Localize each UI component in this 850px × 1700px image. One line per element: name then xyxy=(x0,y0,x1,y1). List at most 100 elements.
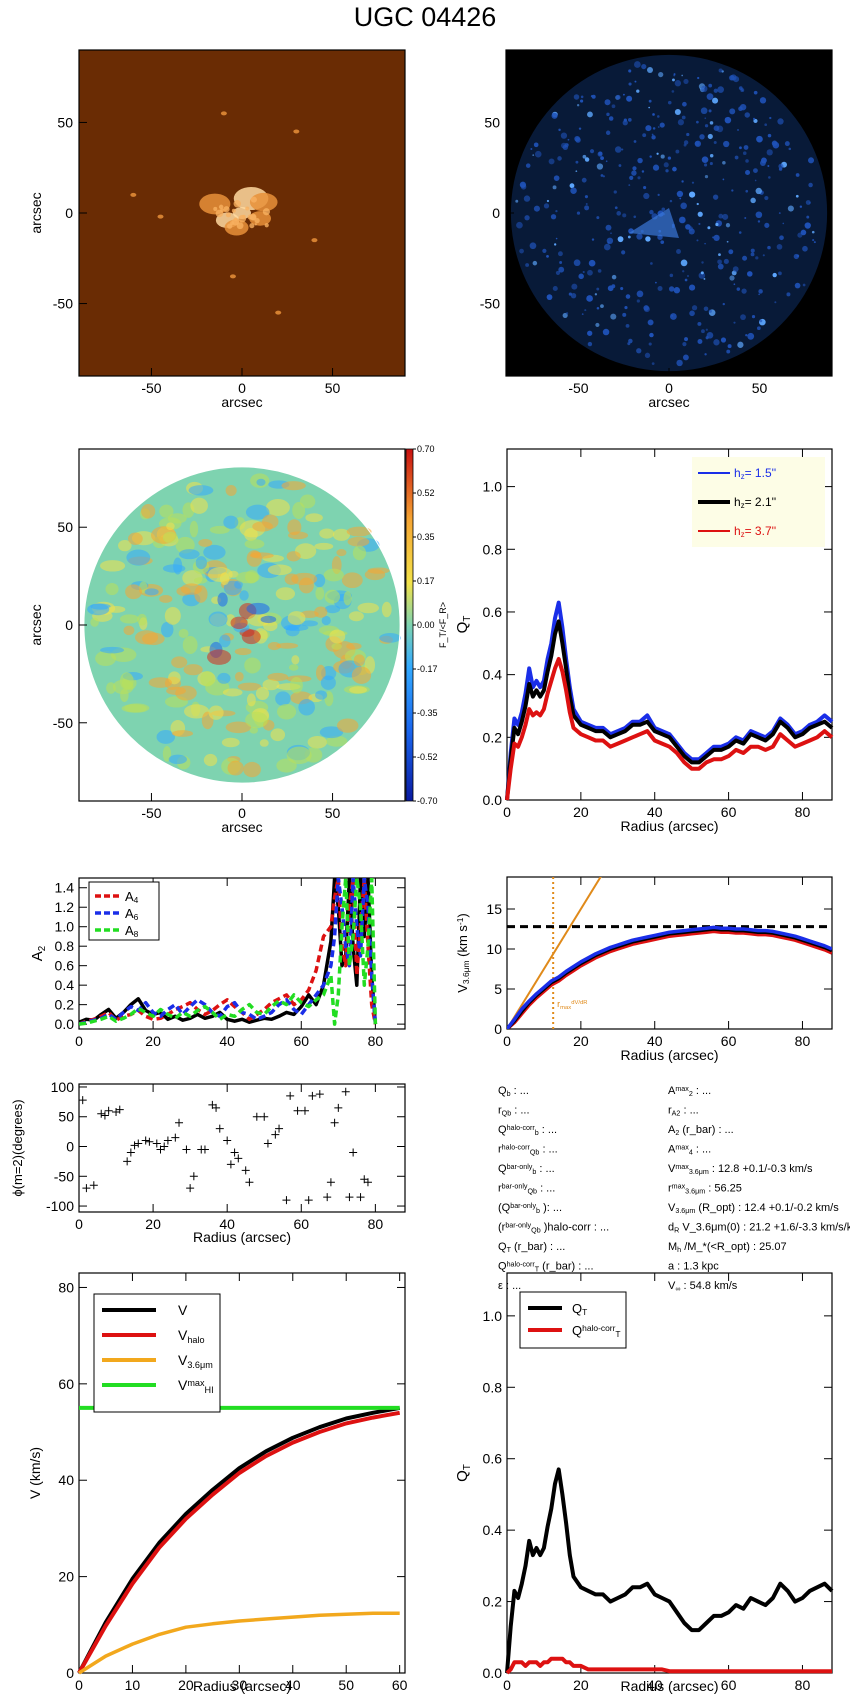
y-tick-label: 0.8 xyxy=(483,541,503,557)
stats-row: Mh /M_*(<R_opt) : 25.07 xyxy=(668,1241,787,1254)
y-tick-label: 0 xyxy=(66,1665,74,1681)
x-tick-label: 60 xyxy=(721,1677,737,1693)
v36-series-line xyxy=(507,925,832,1029)
stats-row: rmax3.6μm : 56.25 xyxy=(668,1182,742,1195)
phase-point xyxy=(349,1148,358,1157)
am-series-line xyxy=(79,878,378,1026)
y-axis-label: arcsec xyxy=(28,192,44,233)
y-tick-label: 50 xyxy=(484,114,500,130)
stats-row: V3.6μm (R_opt) : 12.4 +0.1/-0.2 km/s xyxy=(668,1202,839,1215)
colorbar-tick-label: 0.17 xyxy=(417,576,435,586)
y-tick-label: -100 xyxy=(46,1198,74,1214)
x-tick-label: 0 xyxy=(238,805,246,821)
colorbar-tick-label: -0.17 xyxy=(417,664,438,674)
y-axis-label: V3.6μm (km s-1) xyxy=(455,913,471,993)
y-tick-label: 5 xyxy=(494,981,502,997)
y-tick-label: 0.8 xyxy=(483,1379,503,1395)
x-tick-label: 0 xyxy=(75,1216,83,1232)
phase-point xyxy=(200,1145,209,1154)
y-tick-label: 1.0 xyxy=(55,919,75,935)
stats-row: Vmax3.6μm : 12.8 +0.1/-0.3 km/s xyxy=(668,1163,813,1176)
phase-point xyxy=(141,1136,150,1145)
stats-row: Qhalo-corrb : ... xyxy=(498,1124,557,1137)
colorbar: 0.70 0.52 0.35 0.17 0.00 -0.17 -0.35 -0.52 -0.70… xyxy=(405,444,448,806)
y-tick-label: -50 xyxy=(53,296,73,312)
y-tick-label: 0 xyxy=(65,205,73,221)
phase-point xyxy=(130,1141,139,1150)
legend-entry: QT xyxy=(572,1301,587,1317)
x-tick-label: 40 xyxy=(285,1677,301,1693)
stats-row: Qb : ... xyxy=(498,1085,529,1098)
x-tick-label: 0 xyxy=(75,1033,83,1049)
qt-series-line xyxy=(505,600,834,801)
inner-slope-line xyxy=(507,877,602,1029)
x-tick-label: 40 xyxy=(647,1033,663,1049)
x-tick-label: 20 xyxy=(178,1677,194,1693)
x-tick-label: 60 xyxy=(721,1033,737,1049)
phase-point xyxy=(152,1139,161,1148)
x-axis-label: Radius (arcsec) xyxy=(620,1047,718,1063)
stats-row: A2 (r_bar) : ... xyxy=(668,1124,734,1137)
phase-point xyxy=(189,1172,198,1181)
rotation-series-line xyxy=(78,1611,400,1675)
y-axis-label: QT xyxy=(454,616,473,634)
x-tick-label: 50 xyxy=(752,380,768,396)
phase-point xyxy=(223,1136,232,1145)
phase-point xyxy=(330,1118,339,1127)
phase-point xyxy=(260,1112,269,1121)
x-tick-label: 80 xyxy=(795,1677,811,1693)
x-axis-label: Radius (arcsec) xyxy=(620,818,718,834)
x-tick-label: 20 xyxy=(573,1033,589,1049)
x-axis-label: Radius (arcsec) xyxy=(193,1678,291,1694)
y-tick-label: 0 xyxy=(65,617,73,633)
x-tick-label: -50 xyxy=(141,805,161,821)
phase-point xyxy=(282,1196,291,1205)
v36-panel: 0 20 40 60 80 0 5 10 15 rmaxdV/dR Radius (arcsec) V… xyxy=(455,876,833,1063)
y-tick-label: -50 xyxy=(54,1168,74,1184)
legend-entry: A6 xyxy=(125,906,139,922)
y-tick-label: -50 xyxy=(53,715,73,731)
qt-series-line xyxy=(505,619,834,801)
am-panel: 0 20 40 60 80 0.0 0.2 0.4 0.6 0.8 1.0 1.2 1.4 A2 A4A6A… xyxy=(29,877,406,1049)
colorbar-tick-label: 0.35 xyxy=(417,532,435,542)
y-tick-label: 0.2 xyxy=(483,1594,503,1610)
stats-row: rQb : ... xyxy=(498,1105,530,1118)
rmax-label: rmaxdV/dR xyxy=(557,999,587,1011)
y-tick-label: 50 xyxy=(57,114,73,130)
x-tick-label: 80 xyxy=(795,1033,811,1049)
y-tick-label: 0.6 xyxy=(483,604,503,620)
rotation-series-line xyxy=(77,1410,401,1674)
x-tick-label: -50 xyxy=(141,380,161,396)
phase-point xyxy=(323,1193,332,1202)
y-tick-label: 60 xyxy=(58,1376,74,1392)
colorbar-tick-label: -0.70 xyxy=(417,796,438,806)
phase-point xyxy=(345,1193,354,1202)
x-tick-label: 60 xyxy=(293,1033,309,1049)
phase-point xyxy=(275,1124,284,1133)
phase-point xyxy=(89,1181,98,1190)
stats-block: Qb : ... rQb : ... Qhalo-corrb : ... rhalo-… xyxy=(498,1085,850,1293)
phase-point xyxy=(363,1178,372,1187)
x-axis-label: arcsec xyxy=(221,819,262,835)
y-tick-label: 20 xyxy=(58,1569,74,1585)
qt2-series-line xyxy=(505,1467,834,1674)
plot-frame xyxy=(78,1083,406,1213)
ha-panel: -50 0 50 50 0 -50 arcsec xyxy=(480,49,833,410)
legend-entry: V xyxy=(178,1302,188,1318)
phase-point xyxy=(123,1157,132,1166)
phase-point xyxy=(175,1118,184,1127)
stellar-image xyxy=(79,50,405,376)
y-axis-label: QT xyxy=(454,1464,473,1482)
force-panel: -50 0 50 50 0 -50 arcsec arcsec xyxy=(28,448,406,835)
phase-point xyxy=(215,1124,224,1133)
stats-row: Amax2 : ... xyxy=(668,1085,711,1098)
colorbar-tick-label: -0.35 xyxy=(417,708,438,718)
stellar-panel: -50 0 50 50 0 -50 arcsec arcsec xyxy=(28,49,406,410)
am-series-line xyxy=(79,878,378,1026)
v36-series-line xyxy=(507,929,832,1029)
stats-row: V∞ : 54.8 km/s xyxy=(668,1280,738,1293)
x-tick-label: 20 xyxy=(573,804,589,820)
x-tick-label: 60 xyxy=(721,804,737,820)
rotation-panel: 0 10 20 30 40 50 60 0 20 40 60 80 V Vhalo V3.6μm VmaxHI… xyxy=(27,1272,408,1694)
